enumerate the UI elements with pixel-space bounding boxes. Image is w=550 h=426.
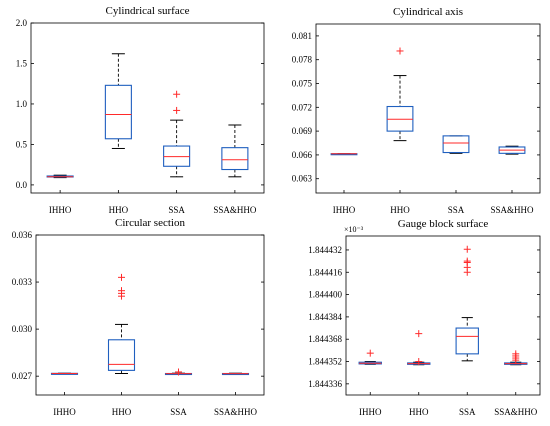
y-tick-label: 1.0 — [16, 99, 28, 109]
y-tick-label: 0.036 — [12, 230, 33, 240]
y-tick-label: 0.063 — [292, 174, 313, 184]
x-tick-label: HHO — [409, 407, 429, 417]
box-ssa-hho — [221, 124, 249, 178]
y-tick-label: 0.069 — [292, 126, 313, 136]
box-ihho — [46, 174, 74, 179]
x-tick-label: SSA — [459, 407, 476, 417]
y-tick-label: 0.033 — [12, 277, 33, 287]
y-tick-label: 1.5 — [16, 58, 28, 68]
outlier-marker — [118, 273, 125, 281]
outlier-marker — [173, 106, 181, 114]
y-tick-label: 0.072 — [292, 102, 312, 112]
plot-frame — [345, 235, 541, 396]
outlier-marker — [463, 257, 471, 265]
y-tick-label: 0.075 — [292, 79, 313, 89]
x-tick-label: SSA&HHO — [494, 407, 538, 417]
chart-panel-1: Cylindrical surface 0.0 0.5 1.0 1.5 2.0 IHHO HH… — [16, 5, 265, 215]
y-tick-label: 0.081 — [292, 31, 312, 41]
x-tick-label: IHHO — [49, 205, 72, 215]
x-tick-label: HHO — [112, 407, 132, 417]
chart-panel-3: Circular section 0.027 0.030 0.033 0.036 IHHO… — [12, 217, 265, 417]
y-tick-label: 0.027 — [12, 371, 33, 381]
y-tick-label: 0.066 — [292, 150, 313, 160]
box-ssa — [455, 245, 479, 362]
x-tick-label: SSA&HHO — [213, 205, 257, 215]
outlier-marker — [175, 368, 182, 376]
plot-frame — [35, 234, 265, 396]
x-tick-label: HHO — [390, 205, 410, 215]
x-tick-label: SSA — [170, 407, 187, 417]
y-tick-label: 1.844336 — [308, 379, 342, 389]
y-tick-label: 1.844400 — [308, 290, 342, 300]
x-tick-label: IHHO — [53, 407, 76, 417]
x-tick-label: SSA — [448, 205, 465, 215]
y-tick-label: 0.030 — [12, 324, 33, 334]
outlier-marker — [118, 287, 125, 295]
plot-frame — [315, 23, 541, 194]
x-tick-label: SSA&HHO — [214, 407, 258, 417]
chart-panel-2: Cylindrical axis 0.063 0.066 0.069 0.072 0.07… — [292, 6, 541, 215]
box-ssa — [163, 90, 191, 178]
y-tick-label: 1.844352 — [308, 357, 342, 367]
outlier-marker — [415, 330, 423, 338]
chart-title: Gauge block surface — [398, 218, 489, 230]
y-tick-label: 0.078 — [292, 55, 313, 65]
box-ssa-hho — [498, 145, 526, 155]
iqr-box — [442, 135, 470, 154]
y-tick-label: 1.844432 — [308, 245, 342, 255]
box-ihho — [50, 372, 79, 375]
iqr-box — [104, 84, 132, 140]
iqr-box — [221, 147, 249, 171]
outlier-marker — [173, 90, 181, 98]
y-tick-label: 1.844416 — [308, 267, 342, 277]
chart-title: Cylindrical axis — [393, 6, 463, 18]
box-ihho — [330, 153, 358, 156]
outlier-marker — [366, 349, 374, 357]
chart-title: Cylindrical surface — [106, 5, 190, 17]
outlier-marker — [463, 245, 471, 253]
chart-panel-4: Gauge block surface ×10⁻³ 1.844336 1.844352… — [308, 218, 541, 417]
outlier-marker — [415, 358, 423, 366]
box-ssa-hho — [504, 350, 528, 366]
x-tick-label: SSA&HHO — [490, 205, 534, 215]
y-tick-label: 0.5 — [16, 139, 28, 149]
x-tick-label: SSA — [168, 205, 185, 215]
box-hho — [386, 47, 414, 142]
outlier-marker — [396, 47, 404, 55]
iqr-box — [455, 327, 479, 355]
x-tick-label: HHO — [109, 205, 129, 215]
box-hho — [407, 330, 431, 366]
box-ssa-hho — [221, 372, 250, 376]
iqr-box — [107, 339, 136, 371]
y-tick-label: 2.0 — [16, 18, 28, 28]
box-hho — [104, 53, 132, 149]
box-ssa — [442, 135, 470, 154]
y-tick-label: 1.844384 — [308, 312, 342, 322]
box-hho — [107, 273, 136, 375]
outlier-marker — [512, 350, 520, 358]
plot-frame — [30, 22, 265, 194]
y-tick-label: 1.844368 — [308, 334, 342, 344]
box-ssa — [164, 368, 193, 376]
x-tick-label: IHHO — [359, 407, 382, 417]
axis-exponent-label: ×10⁻³ — [344, 225, 364, 234]
y-tick-label: 0.0 — [16, 180, 28, 190]
chart-title: Circular section — [115, 217, 185, 229]
box-ihho — [358, 349, 382, 365]
x-tick-label: IHHO — [333, 205, 356, 215]
